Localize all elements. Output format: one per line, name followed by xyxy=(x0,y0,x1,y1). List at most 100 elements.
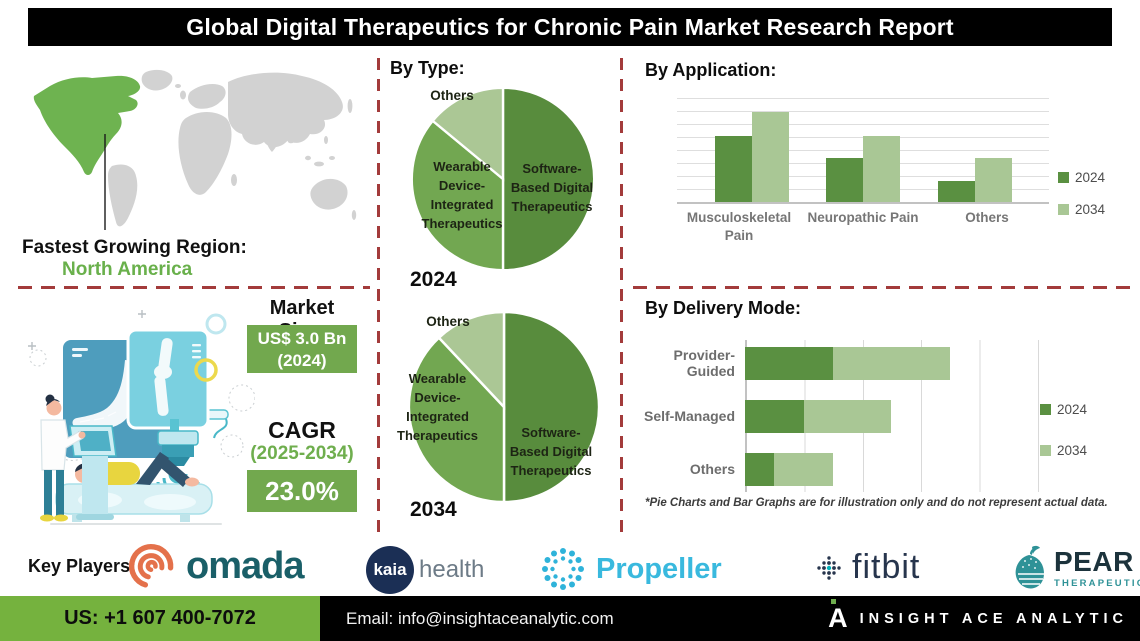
legend-item: 2034 xyxy=(1040,443,1087,458)
bar-2034 xyxy=(863,135,900,202)
doctor xyxy=(40,394,86,522)
legend-label: 2034 xyxy=(1057,443,1088,458)
legend-label: 2024 xyxy=(1057,402,1088,417)
bar-group xyxy=(714,97,789,202)
pie2034-label-wearable: Wearable Device-Integrated Therapeutics xyxy=(397,371,478,443)
bar-2024 xyxy=(745,452,775,486)
brand-a-icon: A xyxy=(828,599,848,632)
pie-slice xyxy=(501,86,596,272)
category-label: Provider-Guided xyxy=(673,347,735,379)
market-size-value-box: US$ 3.0 Bn (2024) xyxy=(247,325,357,373)
brand-wordmark: INSIGHT ACE ANALYTIC xyxy=(859,610,1128,627)
category-label: Musculoskeletal Pain xyxy=(686,210,792,244)
medical-scan-illustration xyxy=(28,310,255,525)
omada-logo: omada xyxy=(126,540,304,592)
section-by-application: By Application: xyxy=(645,60,777,80)
vertical-divider-right xyxy=(620,58,623,535)
legend-item: 2024 xyxy=(1058,170,1105,185)
scanner-head xyxy=(157,430,199,446)
pie2034-label-software: Software-Based Digital Therapeutics xyxy=(509,425,593,478)
vertical-divider-left xyxy=(377,58,380,535)
bar-2034 xyxy=(774,452,833,486)
pie2024-label-software: Software-Based Digital Therapeutics xyxy=(510,161,594,214)
bar-2024 xyxy=(937,181,975,202)
kaia-icon: kaia xyxy=(366,546,414,594)
map-south-america xyxy=(108,164,138,227)
legend-label: 2034 xyxy=(1075,202,1106,217)
market-size-year: (2024) xyxy=(277,351,327,370)
key-players-label: Key Players: xyxy=(28,556,137,576)
bar-2024 xyxy=(714,135,752,202)
kaia-health-logo: kaia health xyxy=(366,546,484,594)
map-north-america-highlight xyxy=(33,75,141,175)
pear-therapeutics-logo: PEAR THERAPEUTICS xyxy=(1010,544,1140,592)
application-category-labels: Musculoskeletal Pain Neuropathic Pain Othe… xyxy=(677,209,1049,245)
foot-xray-graphic xyxy=(72,360,139,430)
kaia-health-wordmark: health xyxy=(419,556,485,583)
horizontal-divider-left xyxy=(18,286,370,289)
bar-group xyxy=(937,97,1012,202)
market-size-value: US$ 3.0 Bn xyxy=(257,329,347,348)
map-africa xyxy=(178,112,232,195)
bar-2034 xyxy=(974,157,1012,202)
pie-slice xyxy=(431,86,505,182)
delivery-row: Others xyxy=(633,452,1045,486)
bar-2034 xyxy=(832,346,951,380)
propeller-wordmark: Propeller xyxy=(596,552,722,585)
pie-slice xyxy=(502,310,601,504)
bar-2024 xyxy=(745,399,804,433)
pie2024-label-wearable: Wearable Device-Integrated Therapeutics xyxy=(421,159,503,231)
legend-swatch xyxy=(1040,445,1051,456)
page-title: Global Digital Therapeutics for Chronic … xyxy=(28,8,1112,46)
cagr-period: (2025-2034) xyxy=(250,443,354,464)
cagr-value-box: 23.0% xyxy=(247,470,357,512)
pie-slice xyxy=(407,335,506,504)
footer-bar: Email: info@insightaceanalytic.com A INS… xyxy=(320,596,1140,641)
map-asia xyxy=(228,72,343,148)
fastest-growing-region-label: Fastest Growing Region: xyxy=(22,237,247,258)
map-europe xyxy=(188,84,226,109)
legend-item: 2024 xyxy=(1040,402,1087,417)
propeller-logo: Propeller xyxy=(540,546,722,592)
application-legend: 2024 2034 xyxy=(1058,170,1105,217)
insight-ace-analytic-logo: A INSIGHT ACE ANALYTIC xyxy=(828,596,1128,641)
footer-email: Email: info@insightaceanalytic.com xyxy=(346,609,614,628)
fitbit-icon xyxy=(817,555,841,580)
category-label: Others xyxy=(689,461,735,477)
pie-slice xyxy=(437,310,506,411)
propeller-icon xyxy=(542,548,584,590)
legend-swatch xyxy=(1058,172,1069,183)
bar-2034 xyxy=(803,399,892,433)
fastest-growing-region-value: North America xyxy=(62,259,193,280)
pear-wordmark: PEAR xyxy=(1054,545,1134,577)
category-label: Others xyxy=(965,210,1009,225)
application-bar-chart xyxy=(677,97,1049,204)
pie2024-label-others: Others xyxy=(430,88,474,103)
pear-icon xyxy=(1015,545,1044,589)
delivery-row: Provider-Guided xyxy=(633,346,1045,380)
pie-chart-2024 xyxy=(410,86,596,272)
delivery-bar-chart: Provider-Guided Self-Managed Others xyxy=(633,342,1045,490)
legend-label: 2024 xyxy=(1075,170,1106,185)
category-label: Neuropathic Pain xyxy=(807,210,919,225)
legend-item: 2034 xyxy=(1058,202,1105,217)
fitbit-logo: fitbit xyxy=(816,548,920,587)
cagr-label: CAGR xyxy=(268,417,336,443)
section-by-type: By Type: xyxy=(390,58,465,78)
bar-2024 xyxy=(745,346,833,380)
pie-slice xyxy=(410,119,505,272)
pie2034-caption: 2034 xyxy=(410,498,457,521)
horizontal-divider-right xyxy=(633,286,1136,289)
pie-chart-2034 xyxy=(407,310,601,504)
delivery-row: Self-Managed xyxy=(633,399,1045,433)
omada-icon xyxy=(128,544,174,588)
world-map xyxy=(33,69,357,230)
disclaimer-footnote: *Pie Charts and Bar Graphs are for illus… xyxy=(645,497,1108,509)
yellow-ring-decoration xyxy=(194,358,218,382)
bar-group xyxy=(826,97,900,202)
delivery-legend: 2024 2034 xyxy=(1040,402,1087,458)
section-by-delivery: By Delivery Mode: xyxy=(645,298,802,318)
category-label: Self-Managed xyxy=(643,408,735,424)
pie2034-label-others: Others xyxy=(426,314,470,329)
